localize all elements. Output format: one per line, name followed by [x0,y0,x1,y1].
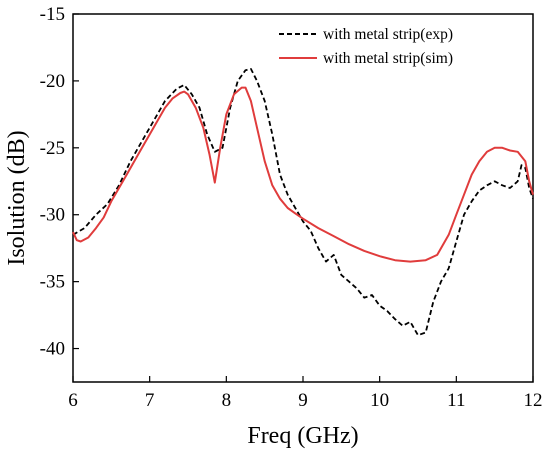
legend-label-sim: with metal strip(sim) [323,50,453,67]
plot-frame [72,13,534,383]
plot-border [72,13,534,383]
x-tick-label: 6 [68,390,78,411]
x-tick-label: 9 [298,390,308,411]
y-tick-label: -15 [40,4,65,25]
series-line-sim [72,86,534,263]
x-tick-label: 8 [222,390,232,411]
series-layer [72,68,534,337]
y-tick-label: -40 [40,339,65,360]
legend: with metal strip(exp) with metal strip(s… [279,26,453,67]
y-tick-label: -25 [40,138,65,159]
x-tick-label: 7 [145,390,155,411]
y-tick-label: -30 [40,205,65,226]
x-tick-label: 10 [370,390,389,411]
series-line-exp [72,68,534,337]
ticks-layer: 6 7 8 9 10 11 12 -40 -35 -30 -25 -20 -15 [40,4,543,411]
x-tick-label: 11 [447,390,465,411]
y-axis-title: Isolution (dB) [4,130,30,265]
y-tick-label: -20 [40,71,65,92]
x-tick-label: 12 [524,390,543,411]
y-tick-label: -35 [40,272,65,293]
legend-label-exp: with metal strip(exp) [323,26,453,43]
x-axis-title: Freq (GHz) [247,423,358,449]
